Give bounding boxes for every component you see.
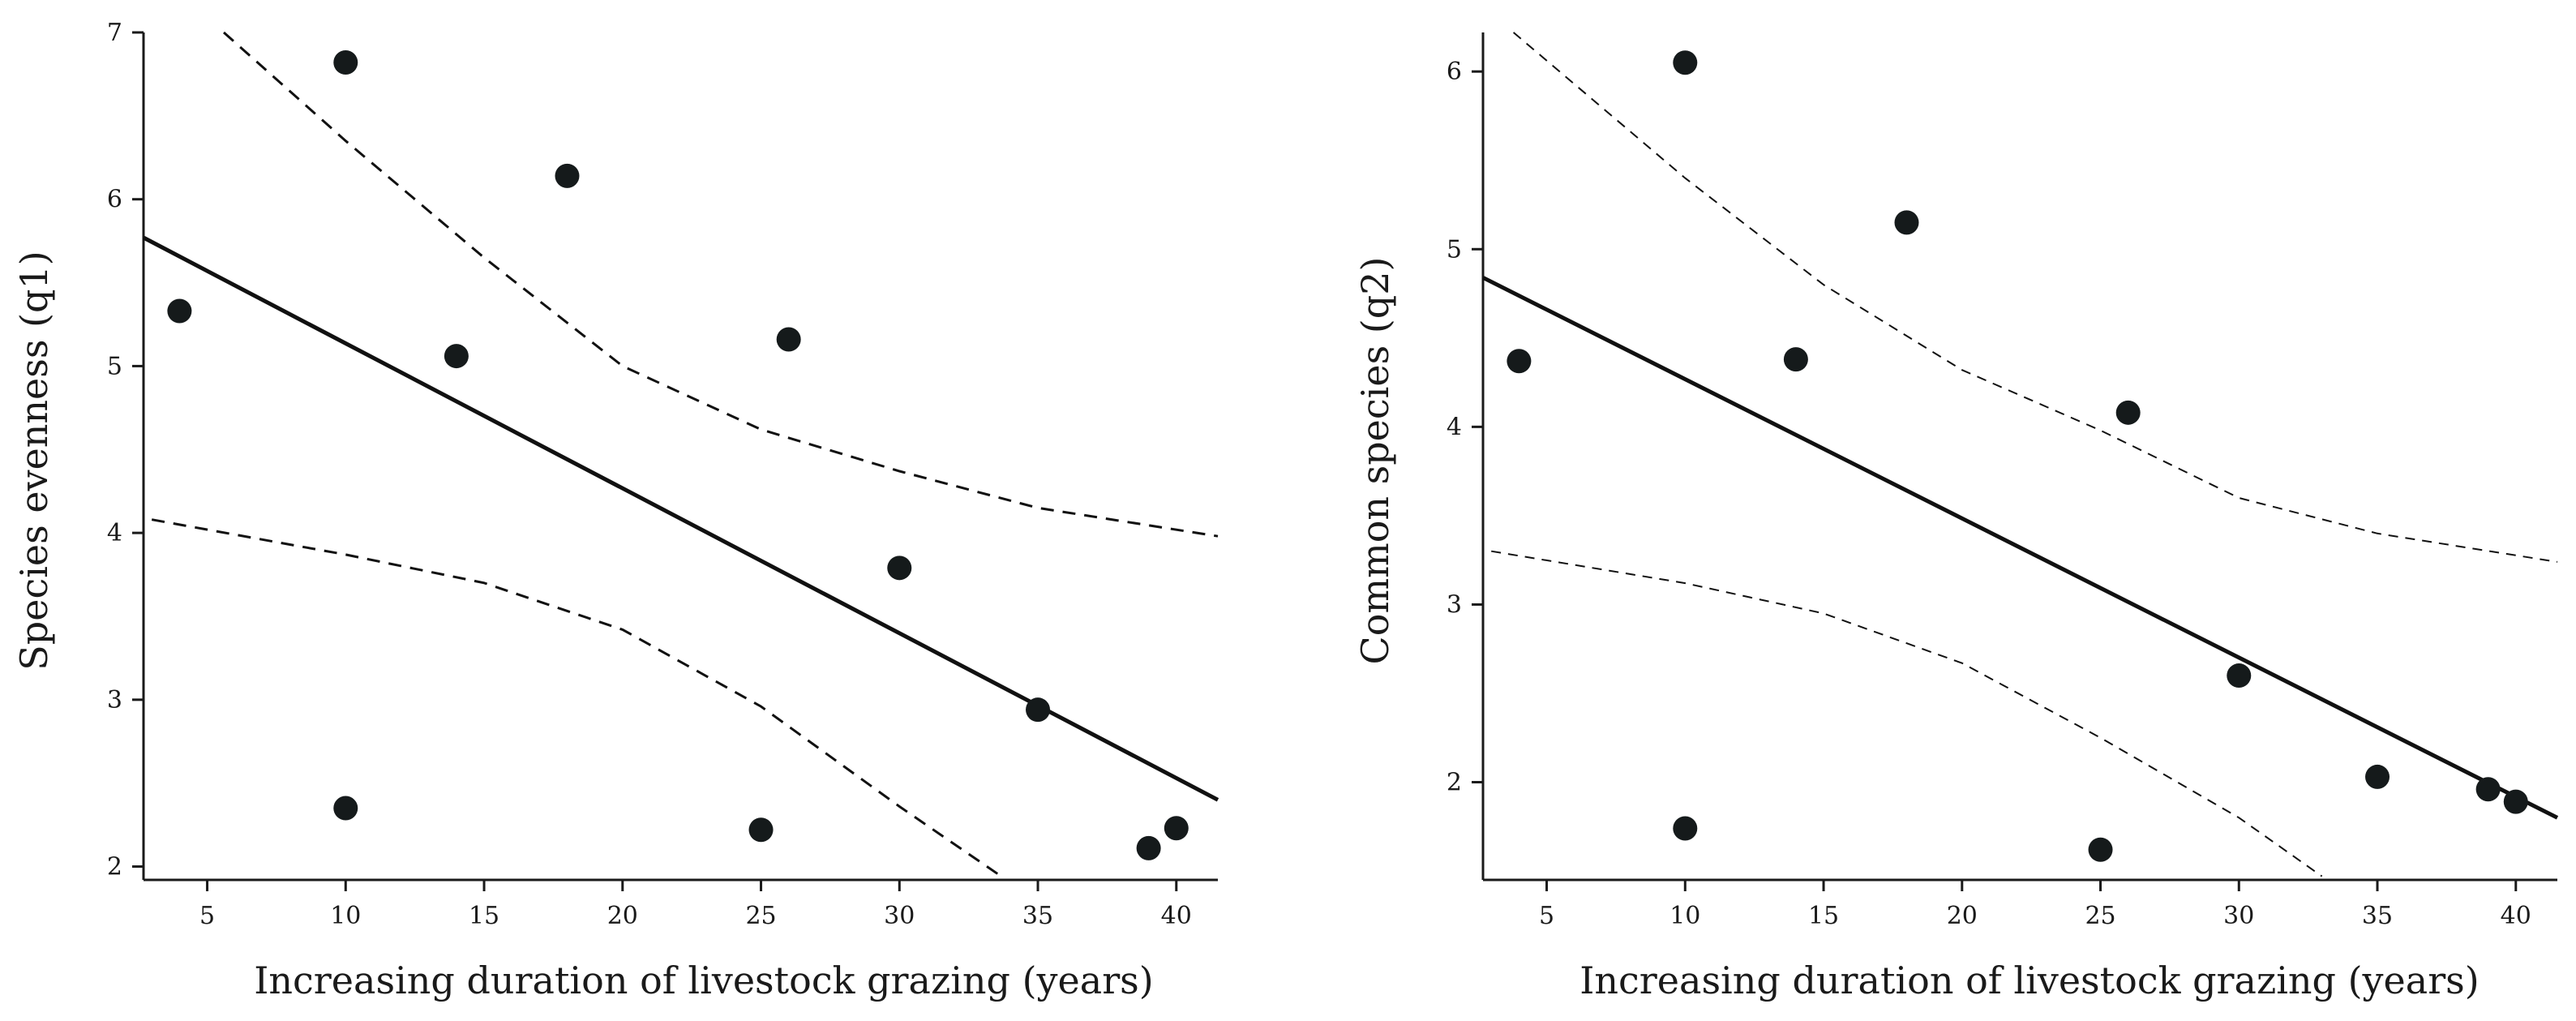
y-tick-label: 6: [1447, 58, 1462, 86]
data-point: [167, 298, 192, 324]
regression-line: [1481, 276, 2559, 820]
data-point: [776, 327, 801, 352]
x-ticks: 5 10 15 20 25 30 35 40: [199, 880, 1192, 930]
data-point: [555, 163, 580, 188]
lower-confidence-band: [1491, 550, 2323, 877]
data-point: [2088, 837, 2113, 862]
data-point: [1026, 697, 1051, 723]
y-tick-label: 4: [1447, 413, 1462, 441]
data-point: [1164, 816, 1189, 841]
data-point: [1894, 210, 1919, 235]
upper-confidence-band: [1512, 32, 2558, 563]
y-tick-label: 3: [1447, 590, 1462, 619]
data-point: [2503, 789, 2528, 814]
data-point: [748, 817, 774, 843]
x-tick-label: 10: [1669, 902, 1700, 930]
y-tick-label: 3: [107, 686, 122, 714]
x-tick-label: 20: [1947, 902, 1978, 930]
y-axis-label: Common species (q2): [1353, 257, 1397, 665]
data-point: [2115, 400, 2141, 425]
data-point: [1783, 347, 1808, 372]
x-tick-label: 15: [1808, 902, 1839, 930]
y-ticks: 2 3 4 5 6 7: [107, 19, 144, 882]
x-tick-label: 25: [745, 902, 776, 930]
x-tick-label: 10: [330, 902, 361, 930]
y-tick-label: 4: [107, 519, 122, 547]
data-point: [887, 556, 912, 581]
plot-lines: [142, 31, 1219, 877]
x-tick-label: 35: [2362, 902, 2393, 930]
data-point: [1673, 50, 1698, 75]
x-ticks: 5 10 15 20 25 30 35 40: [1539, 880, 2531, 930]
upper-confidence-band: [223, 31, 1219, 538]
data-point: [1136, 835, 1161, 860]
data-point: [1673, 816, 1698, 841]
data-point: [2365, 764, 2390, 789]
x-tick-label: 25: [2085, 902, 2115, 930]
y-tick-label: 2: [1447, 769, 1462, 797]
x-tick-label: 30: [884, 902, 915, 930]
x-tick-label: 40: [2501, 902, 2531, 930]
x-axis-label: Increasing duration of livestock grazing…: [254, 959, 1153, 1002]
chart-panel-q2: 2 3 4 5 6 5 10 15 20 25 30 35 40 Increasing duratio…: [1353, 32, 2559, 1002]
x-tick-label: 20: [607, 902, 638, 930]
data-point: [2475, 777, 2501, 802]
y-tick-label: 6: [107, 186, 122, 214]
y-tick-label: 7: [107, 19, 122, 47]
y-tick-label: 5: [1447, 235, 1462, 264]
regression-line: [142, 235, 1219, 802]
y-tick-label: 5: [107, 352, 122, 380]
x-tick-label: 40: [1161, 902, 1192, 930]
data-points: [167, 50, 1189, 860]
x-tick-label: 5: [1539, 902, 1554, 930]
y-axis-label: Species evenness (q1): [12, 251, 56, 670]
x-tick-label: 30: [2223, 902, 2254, 930]
y-tick-label: 2: [107, 853, 122, 882]
x-axis-label: Increasing duration of livestock grazing…: [1579, 959, 2479, 1002]
data-point: [444, 344, 469, 369]
x-tick-label: 15: [469, 902, 499, 930]
lower-confidence-band: [151, 518, 1001, 877]
data-point: [1507, 349, 1532, 374]
data-points: [1507, 50, 2528, 862]
x-tick-label: 5: [199, 902, 215, 930]
chart-panel-q1: 2 3 4 5 6 7 5 10 15 20 25 30 35 40 Increasing durati…: [12, 19, 1219, 1002]
x-tick-label: 35: [1022, 902, 1053, 930]
data-point: [333, 50, 358, 75]
data-point: [333, 796, 358, 821]
data-point: [2227, 663, 2252, 689]
y-ticks: 2 3 4 5 6: [1447, 58, 1483, 797]
plot-lines: [1481, 32, 2559, 877]
